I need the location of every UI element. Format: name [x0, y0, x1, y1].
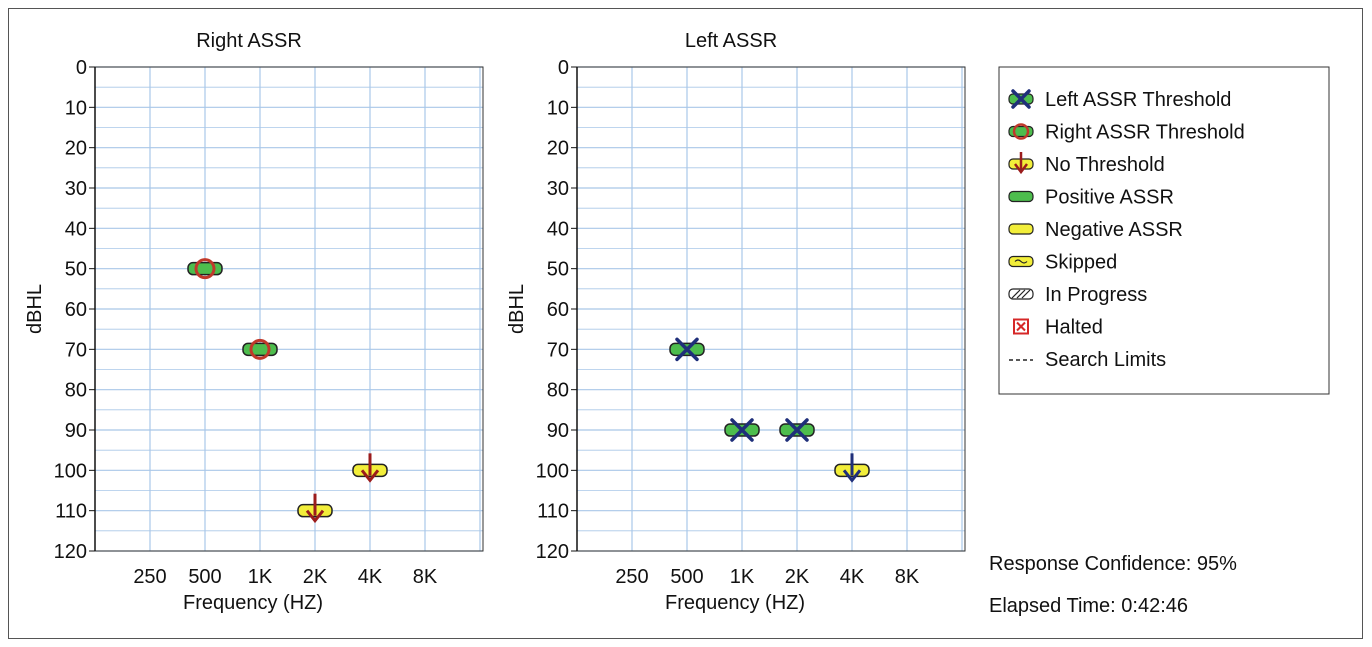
plot-left-assr: 0 10 20 30 40 50 60 70 80 90 100 110 120 250 500 1K 2K 4K… — [506, 30, 966, 614]
y-tick-label: 30 — [547, 178, 569, 200]
arrow-head — [305, 509, 325, 524]
y-tick-label: 20 — [547, 138, 569, 160]
x-tick-label: 4K — [840, 566, 865, 588]
x-tick-label: 2K — [785, 566, 810, 588]
y-tick-label: 30 — [65, 178, 87, 200]
legend-label: Right ASSR Threshold — [1045, 122, 1245, 144]
plot-right-assr: 0 10 20 30 40 50 60 70 80 90 100 110 120 250 500 1K 2K 4K… — [24, 30, 484, 614]
x-marker-b — [1011, 89, 1031, 109]
data-point — [834, 453, 870, 483]
no-threshold-icon — [1008, 152, 1034, 175]
y-tick-label: 100 — [54, 460, 87, 482]
x-tick-label: 1K — [248, 566, 273, 588]
x-tick-label: 2K — [303, 566, 328, 588]
data-point — [352, 453, 388, 483]
y-tick-label: 10 — [65, 97, 87, 119]
negative-assr-icon — [1008, 223, 1034, 235]
legend-circle — [1012, 123, 1030, 140]
positive-assr-pill — [242, 342, 278, 357]
y-tick-label: 120 — [54, 541, 87, 563]
left-threshold-icon — [1008, 89, 1034, 109]
legend-label: No Threshold — [1045, 154, 1165, 176]
halted-icon — [1013, 318, 1029, 335]
y-tick-label: 120 — [536, 541, 569, 563]
legend-squiggle — [1014, 259, 1028, 264]
data-point — [724, 418, 760, 442]
y-tick-label: 50 — [547, 259, 569, 281]
data-point — [297, 493, 333, 524]
legend-label: In Progress — [1045, 284, 1147, 306]
y-tick-label: 110 — [537, 501, 569, 523]
y-tick-label: 0 — [558, 57, 569, 79]
y-tick-label: 20 — [65, 138, 87, 160]
legend-hatch — [1016, 289, 1026, 299]
x-tick-label: 4K — [358, 566, 383, 588]
legend-label: Positive ASSR — [1045, 187, 1174, 209]
right-threshold-icon — [1008, 123, 1034, 140]
arrow-head — [360, 469, 380, 483]
chart-title: Right ASSR — [196, 30, 302, 52]
y-tick-label: 40 — [65, 218, 87, 240]
legend-label: Skipped — [1045, 252, 1117, 274]
legend-pill — [1008, 125, 1034, 138]
y-tick-label: 50 — [65, 259, 87, 281]
y-tick-label: 80 — [547, 380, 569, 402]
data-point — [242, 338, 278, 360]
y-tick-label: 40 — [547, 218, 569, 240]
data-point — [669, 337, 705, 362]
legend-box — [998, 66, 1330, 395]
legend-hatch — [1011, 289, 1021, 299]
x-tick-label: 250 — [133, 566, 166, 588]
x-axis-label: Frequency (HZ) — [183, 592, 323, 614]
data-point — [779, 418, 815, 442]
y-tick-label: 70 — [65, 339, 87, 361]
data-point — [187, 258, 223, 280]
circle-marker — [249, 338, 271, 360]
legend-label: Halted — [1045, 317, 1103, 339]
legend-pill — [1008, 190, 1034, 203]
x-axis-label: Frequency (HZ) — [665, 592, 805, 614]
in-progress-icon — [1008, 288, 1034, 300]
legend-x — [1016, 321, 1026, 332]
x-tick-label: 8K — [413, 566, 438, 588]
y-tick-label: 10 — [547, 97, 569, 119]
y-tick-label: 60 — [65, 299, 87, 321]
legend: Left ASSR Threshold Right ASSR Threshold N… — [998, 66, 1330, 395]
x-tick-label: 500 — [188, 566, 221, 588]
x-tick-label: 8K — [895, 566, 920, 588]
legend-arrow-head — [1014, 163, 1028, 175]
skipped-icon — [1008, 255, 1034, 268]
chart-frame: 0 10 20 30 40 50 60 70 80 90 100 110 120 250 500 1K 2K 4K… — [8, 8, 1363, 639]
legend-pill — [1008, 223, 1034, 235]
x-marker-b — [675, 337, 699, 362]
legend-hatch — [1021, 289, 1031, 299]
y-tick-label: 110 — [55, 501, 87, 523]
y-tick-label: 90 — [547, 420, 569, 442]
circle-marker — [194, 258, 216, 280]
response-confidence: Response Confidence: 95% — [989, 553, 1237, 575]
x-tick-label: 500 — [670, 566, 703, 588]
arrow-head — [842, 469, 862, 483]
x-tick-label: 250 — [615, 566, 648, 588]
chart-title: Left ASSR — [685, 30, 777, 52]
positive-assr-icon — [1008, 190, 1034, 203]
y-tick-label: 80 — [65, 380, 87, 402]
y-tick-label: 70 — [547, 339, 569, 361]
x-marker-b — [785, 418, 809, 442]
legend-label: Search Limits — [1045, 349, 1166, 371]
x-tick-label: 1K — [730, 566, 755, 588]
legend-label: Left ASSR Threshold — [1045, 89, 1231, 111]
y-tick-label: 60 — [547, 299, 569, 321]
y-axis-label: dBHL — [24, 284, 46, 334]
y-tick-label: 0 — [76, 57, 87, 79]
legend-label: Negative ASSR — [1045, 219, 1183, 241]
elapsed-time: Elapsed Time: 0:42:46 — [989, 595, 1189, 617]
y-tick-label: 90 — [65, 420, 87, 442]
y-tick-label: 100 — [536, 460, 569, 482]
positive-assr-pill — [187, 261, 223, 276]
x-marker-b — [730, 418, 754, 442]
y-axis-label: dBHL — [506, 284, 528, 334]
